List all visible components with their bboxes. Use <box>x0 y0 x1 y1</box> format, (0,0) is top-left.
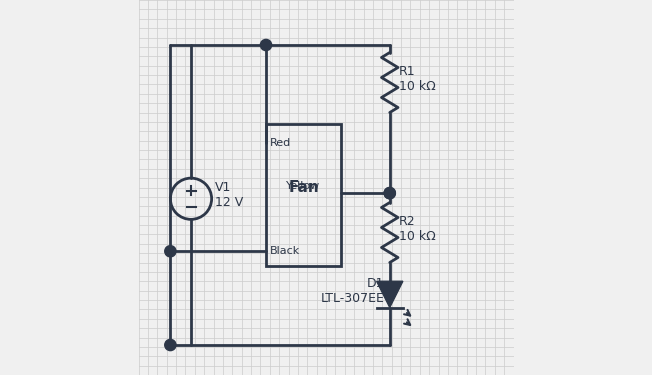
Text: D1
LTL-307EE: D1 LTL-307EE <box>320 277 384 304</box>
Text: Red: Red <box>270 138 291 147</box>
Text: R2
10 kΩ: R2 10 kΩ <box>399 215 436 243</box>
Text: R1
10 kΩ: R1 10 kΩ <box>399 65 436 93</box>
Text: Fan: Fan <box>288 180 319 195</box>
Text: Yellow: Yellow <box>286 181 321 191</box>
Text: Black: Black <box>270 246 300 256</box>
Circle shape <box>165 246 176 257</box>
Bar <box>266 124 341 266</box>
Circle shape <box>260 39 272 51</box>
Polygon shape <box>377 281 403 308</box>
Circle shape <box>384 188 395 199</box>
Text: V1
12 V: V1 12 V <box>215 181 244 209</box>
Circle shape <box>165 339 176 351</box>
Circle shape <box>384 188 395 199</box>
